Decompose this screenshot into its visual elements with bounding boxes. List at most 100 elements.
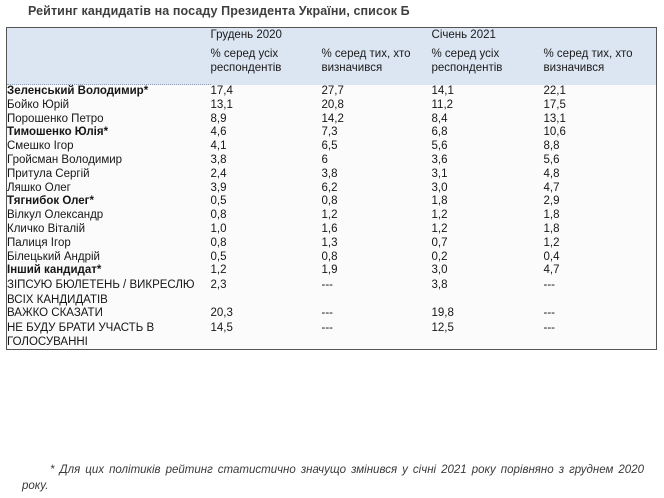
value-dec-decided: 27,7 [321,84,432,99]
value-dec-all: 0,8 [210,209,322,223]
value-jan-all: 3,8 [431,278,544,307]
value-dec-decided: 0,8 [321,250,432,265]
value-dec-decided: --- [321,278,432,307]
table-header-jan-decided: % серед тих, хто визначився [543,46,657,85]
candidate-name: Притула Сергій [6,167,211,182]
value-dec-all: 14,5 [210,320,322,350]
value-dec-decided: 6,5 [321,140,432,154]
table-row: Кличко Віталій 1,0 1,6 1,2 1,8 [6,222,657,237]
value-jan-all: 3,1 [431,167,544,182]
value-jan-decided: 8,8 [543,140,657,154]
value-dec-decided: --- [321,320,432,350]
value-dec-decided: 7,3 [321,126,432,141]
value-jan-decided: 1,8 [543,222,657,237]
value-jan-decided: 2,9 [543,195,657,210]
candidate-name: Палиця Ігор [6,236,211,251]
candidate-name: Бойко Юрій [6,98,211,113]
table-header-period-december: Грудень 2020 [210,27,432,47]
rating-table-container: Грудень 2020 Січень 2021 % серед усіх ре… [6,27,658,351]
value-jan-decided: 5,6 [543,153,657,168]
value-jan-decided: 10,6 [543,126,657,141]
value-jan-all: 8,4 [431,112,544,127]
value-dec-all: 20,3 [210,306,322,321]
value-jan-decided: 13,1 [543,112,657,127]
page-title: Рейтинг кандидатів на посаду Президента … [28,4,410,18]
value-dec-decided: 6 [321,153,432,168]
candidate-name: Порошенко Петро [6,112,211,127]
table-header-dec-all-respondents: % серед усіх респондентів [210,46,322,85]
value-jan-decided: 1,2 [543,236,657,251]
value-dec-decided: 1,6 [321,222,432,237]
value-jan-decided: --- [543,320,657,350]
table-row: ВАЖКО СКАЗАТИ 20,3 --- 19,8 --- [6,306,657,321]
candidate-name: Інший кандидат* [6,264,211,279]
value-dec-decided: 20,8 [321,98,432,113]
footnote-text: * Для цих політиків рейтинг статистично … [22,464,644,493]
table-header: Грудень 2020 Січень 2021 % серед усіх ре… [6,27,657,85]
value-jan-decided: --- [543,306,657,321]
value-jan-decided: 0,4 [543,250,657,265]
value-dec-all: 1,0 [210,222,322,237]
candidate-name: Кличко Віталій [6,222,211,237]
option-hard-to-say: ВАЖКО СКАЗАТИ [6,306,211,321]
candidate-rating-table: Грудень 2020 Січень 2021 % серед усіх ре… [6,27,658,351]
candidate-name: Вілкул Олександр [6,209,211,223]
table-row: Зеленський Володимир* 17,4 27,7 14,1 22,… [6,84,657,99]
value-dec-decided: 1,3 [321,236,432,251]
table-row: Білецький Андрій 0,5 0,8 0,2 0,4 [6,250,657,265]
table-row: Інший кандидат* 1,2 1,9 3,0 4,7 [6,264,657,279]
value-dec-decided: --- [321,306,432,321]
value-jan-all: 11,2 [431,98,544,113]
value-dec-all: 0,5 [210,250,322,265]
value-jan-decided: 4,7 [543,264,657,279]
table-row: ЗІПСУЮ БЮЛЕТЕНЬ / ВИКРЕСЛЮ ВСІХ КАНДИДАТ… [6,278,657,307]
table-row: Смешко Ігор 4,1 6,5 5,6 8,8 [6,140,657,154]
value-dec-all: 3,9 [210,181,322,196]
candidate-name: Білецький Андрій [6,250,211,265]
value-jan-all: 3,0 [431,264,544,279]
value-dec-all: 1,2 [210,264,322,279]
table-body: Зеленський Володимир* 17,4 27,7 14,1 22,… [6,84,657,350]
value-jan-all: 0,2 [431,250,544,265]
candidate-name: Смешко Ігор [6,140,211,154]
value-dec-all: 2,3 [210,278,322,307]
value-jan-all: 6,8 [431,126,544,141]
table-row: Тягнибок Олег* 0,5 0,8 1,8 2,9 [6,195,657,210]
value-jan-decided: --- [543,278,657,307]
value-jan-decided: 1,8 [543,209,657,223]
table-row: Палиця Ігор 0,8 1,3 0,7 1,2 [6,236,657,251]
value-dec-all: 0,5 [210,195,322,210]
value-dec-decided: 6,2 [321,181,432,196]
value-jan-decided: 4,8 [543,167,657,182]
table-row: Бойко Юрій 13,1 20,8 11,2 17,5 [6,98,657,113]
value-dec-decided: 0,8 [321,195,432,210]
table-row: НЕ БУДУ БРАТИ УЧАСТЬ В ГОЛОСУВАННІ 14,5 … [6,320,657,350]
value-jan-all: 19,8 [431,306,544,321]
table-row: Тимошенко Юлія* 4,6 7,3 6,8 10,6 [6,126,657,141]
value-dec-decided: 14,2 [321,112,432,127]
value-jan-decided: 4,7 [543,181,657,196]
table-header-corner [6,27,211,85]
value-jan-all: 14,1 [431,84,544,99]
value-dec-all: 17,4 [210,84,322,99]
table-header-jan-all-respondents: % серед усіх респондентів [431,46,544,85]
value-dec-all: 3,8 [210,153,322,168]
table-row: Порошенко Петро 8,9 14,2 8,4 13,1 [6,112,657,127]
table-row: Притула Сергій 2,4 3,8 3,1 4,8 [6,167,657,182]
candidate-name: Зеленський Володимир* [6,84,211,99]
value-dec-all: 4,6 [210,126,322,141]
table-row: Гройсман Володимир 3,8 6 3,6 5,6 [6,153,657,168]
table-header-period-january: Січень 2021 [431,27,657,47]
value-jan-all: 1,2 [431,222,544,237]
value-dec-decided: 3,8 [321,167,432,182]
table-row: Вілкул Олександр 0,8 1,2 1,2 1,8 [6,209,657,223]
candidate-name: Тягнибок Олег* [6,195,211,210]
value-jan-all: 1,8 [431,195,544,210]
value-jan-decided: 22,1 [543,84,657,99]
value-dec-all: 4,1 [210,140,322,154]
candidate-name: Тимошенко Юлія* [6,126,211,141]
candidate-name: Гройсман Володимир [6,153,211,168]
table-row: Ляшко Олег 3,9 6,2 3,0 4,7 [6,181,657,196]
value-dec-decided: 1,2 [321,209,432,223]
